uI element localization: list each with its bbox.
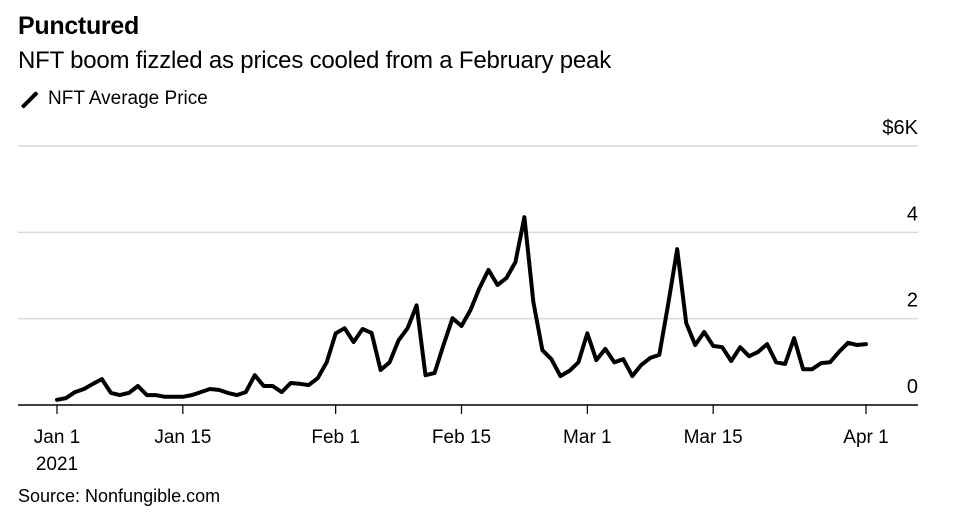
y-tick-label: 4 <box>907 203 918 225</box>
x-tick-label: Jan 1 <box>34 427 80 448</box>
legend: NFT Average Price <box>18 88 208 110</box>
x-tick-label: Feb 15 <box>432 427 491 448</box>
gridlines <box>18 145 918 320</box>
legend-label: NFT Average Price <box>48 88 208 109</box>
source-note: Source: Nonfungible.com <box>18 486 221 506</box>
chart-title: Punctured <box>18 12 139 40</box>
x-tick-label: Apr 1 <box>843 427 888 448</box>
series-layer <box>55 215 868 402</box>
y-axis-ticks: 0 2 4 $6K <box>882 117 918 398</box>
series-line-nft-average-price <box>55 215 868 402</box>
y-tick-label: $6K <box>882 117 918 139</box>
x-tick-label: Mar 1 <box>563 427 612 448</box>
x-tick-label: Jan 15 <box>154 427 211 448</box>
x-tick-label: Feb 1 <box>311 427 360 448</box>
chart-subtitle: NFT boom fizzled as prices cooled from a… <box>18 47 612 74</box>
y-tick-label: 0 <box>907 376 918 398</box>
x-tick-sublabel: 2021 <box>36 454 78 475</box>
x-tick-label: Mar 15 <box>684 427 743 448</box>
y-tick-label: 2 <box>907 290 918 312</box>
x-axis: Jan 1 2021 Jan 15 Feb 1 Feb 15 Mar 1 Mar 15 Apr… <box>18 404 918 475</box>
